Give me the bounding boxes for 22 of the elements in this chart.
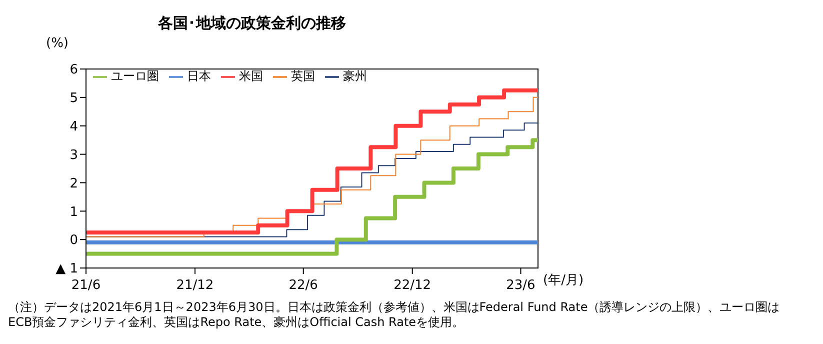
x-axis-title: (年/月) bbox=[543, 272, 584, 289]
legend-label: 米国 bbox=[239, 69, 263, 83]
y-tick-label: 1 bbox=[70, 204, 78, 220]
chart-title: 各国･地域の政策金利の推移 bbox=[158, 14, 346, 33]
legend-label: 日本 bbox=[187, 69, 211, 83]
x-tick-label: 22/6 bbox=[288, 278, 318, 294]
y-tick-label: 4 bbox=[70, 119, 78, 134]
y-tick-label: 6 bbox=[70, 62, 78, 78]
x-tick-label: 22/12 bbox=[394, 278, 432, 294]
y-tick-label: 2 bbox=[70, 176, 78, 192]
y-tick-label: 0 bbox=[70, 233, 78, 248]
y-tick-label: 3 bbox=[70, 148, 78, 163]
x-tick-label: 21/12 bbox=[176, 278, 214, 294]
y-axis-title: (%) bbox=[46, 36, 68, 51]
x-tick-label: 23/6 bbox=[506, 278, 536, 294]
legend-label: ユーロ圏 bbox=[111, 69, 159, 83]
y-tick-label: 5 bbox=[70, 91, 78, 106]
legend-label: 英国 bbox=[291, 69, 315, 83]
legend-label: 豪州 bbox=[343, 69, 367, 83]
y-tick-label: ▲ 1 bbox=[56, 262, 78, 277]
x-tick-label: 21/6 bbox=[71, 278, 101, 294]
text: （注）データは2021年6月1日～2023年6月30日。日本は政策金利（参考値）、米国はFederal Fund Rate（誘導レンジの上限）、ユーロ圏はECB預金ファシリティ金利、英国はRepo Rate、豪州はOfficial Cash Rateを使用。 bbox=[8, 300, 781, 330]
